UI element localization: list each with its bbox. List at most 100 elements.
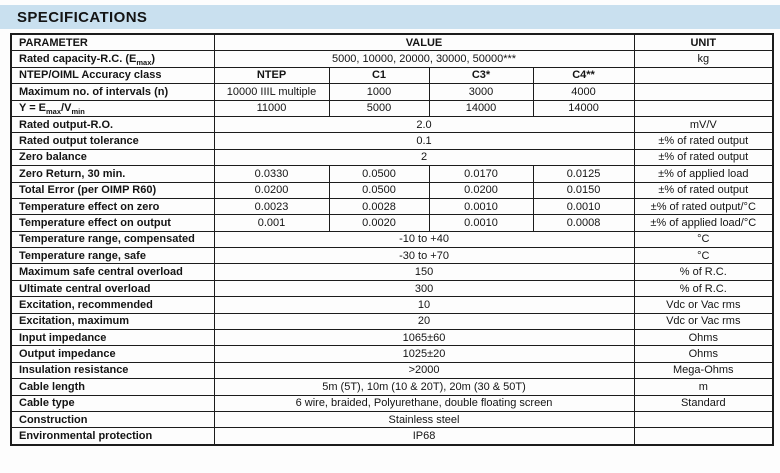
page-title: SPECIFICATIONS: [17, 8, 148, 26]
unit-cell: °C: [633, 247, 774, 265]
table-row: Output impedance 1025±20 Ohms: [10, 345, 774, 363]
table-row: Temperature range, compensated -10 to +40…: [10, 230, 774, 249]
unit-cell: ±% of rated output: [633, 148, 774, 167]
value-cell: 0.0170: [428, 165, 534, 183]
value-cell: 2: [213, 148, 635, 167]
param-cell: Cable type: [10, 394, 215, 412]
table-row: Construction Stainless steel: [10, 410, 774, 429]
value-cell: 20: [213, 312, 635, 331]
unit-cell: [633, 99, 774, 117]
value-cell: 5000: [328, 99, 430, 117]
value-cell: -10 to +40: [213, 230, 635, 249]
param-cell: Cable length: [10, 378, 215, 396]
table-row: Rated output-R.O. 2.0 mV/V: [10, 115, 774, 134]
value-cell: 1000: [328, 83, 430, 101]
table-row: Cable type 6 wire, braided, Polyurethane,…: [10, 394, 774, 412]
value-cell: 0.001: [213, 214, 330, 232]
unit-cell: [633, 410, 774, 429]
param-cell: Temperature effect on zero: [10, 197, 215, 216]
param-cell: Total Error (per OIMP R60): [10, 181, 215, 199]
table-row: NTEP/OIML Accuracy class NTEP C1 C3* C4**: [10, 66, 774, 85]
value-cell: 0.0125: [532, 165, 635, 183]
table-row: Rated capacity-R.C. (Emax) 5000, 10000, 2…: [10, 50, 774, 68]
value-cell: 0.0008: [532, 214, 635, 232]
param-cell: Output impedance: [10, 345, 215, 363]
table-row: Maximum safe central overload 150% of R.C…: [10, 263, 774, 281]
value-cell: 0.0200: [213, 181, 330, 199]
unit-cell: kg: [633, 50, 774, 68]
value-cell: IP68: [213, 427, 635, 446]
unit-cell: Ohms: [633, 329, 774, 347]
unit-cell: ±% of rated output/°C: [633, 197, 774, 216]
param-cell: NTEP/OIML Accuracy class: [10, 66, 215, 85]
table-row: Zero Return, 30 min. 0.0330 0.0500 0.0170 0.…: [10, 165, 774, 183]
table-row: Cable length 5m (5T), 10m (10 & 20T), 20m…: [10, 378, 774, 396]
value-cell: C4**: [532, 66, 635, 85]
value-cell: 1065±60: [213, 329, 635, 347]
value-cell: 11000: [213, 99, 330, 117]
param-cell: Temperature effect on output: [10, 214, 215, 232]
value-cell: 14000: [532, 99, 635, 117]
value-cell: 0.0500: [328, 165, 430, 183]
table-row: Environmental protection IP68: [10, 427, 774, 446]
value-cell: 0.0020: [328, 214, 430, 232]
value-cell: 0.0200: [428, 181, 534, 199]
value-cell: 5000, 10000, 20000, 30000, 50000***: [213, 50, 635, 68]
value-cell: 0.1: [213, 132, 635, 150]
value-cell: C3*: [428, 66, 534, 85]
param-cell: PARAMETER: [10, 33, 215, 52]
param-cell: Maximum no. of intervals (n): [10, 83, 215, 101]
value-cell: 0.0010: [428, 214, 534, 232]
specifications-table-body: PARAMETER VALUE UNIT Rated capacity-R.C. (E…: [10, 33, 774, 446]
param-cell: Maximum safe central overload: [10, 263, 215, 281]
table-row: PARAMETER VALUE UNIT: [10, 33, 774, 52]
table-row: Y = Emax/Vmin 11000 5000 14000 14000: [10, 99, 774, 117]
value-cell: VALUE: [213, 33, 635, 52]
value-cell: 5m (5T), 10m (10 & 20T), 20m (30 & 50T): [213, 378, 635, 396]
unit-cell: ±% of rated output: [633, 132, 774, 150]
value-cell: 0.0150: [532, 181, 635, 199]
unit-cell: % of R.C.: [633, 263, 774, 281]
unit-cell: ±% of rated output: [633, 181, 774, 199]
value-cell: 1025±20: [213, 345, 635, 363]
table-row: Temperature effect on output 0.001 0.0020 0…: [10, 214, 774, 232]
unit-cell: °C: [633, 230, 774, 249]
value-cell: 0.0010: [428, 197, 534, 216]
param-cell: Insulation resistance: [10, 361, 215, 380]
param-cell: Ultimate central overload: [10, 279, 215, 298]
unit-cell: UNIT: [633, 33, 774, 52]
table-row: Excitation, recommended 10 Vdc or Vac rms: [10, 296, 774, 314]
table-row: Zero balance 2 ±% of rated output: [10, 148, 774, 167]
param-cell: Zero Return, 30 min.: [10, 165, 215, 183]
value-cell: 300: [213, 279, 635, 298]
value-cell: 3000: [428, 83, 534, 101]
value-cell: 4000: [532, 83, 635, 101]
table-row: Total Error (per OIMP R60) 0.0200 0.0500 0.…: [10, 181, 774, 199]
param-cell: Rated output-R.O.: [10, 115, 215, 134]
param-cell: Environmental protection: [10, 427, 215, 446]
param-cell: Y = Emax/Vmin: [10, 99, 215, 117]
value-cell: NTEP: [213, 66, 330, 85]
value-cell: 10000 IIIL multiple: [213, 83, 330, 101]
unit-cell: m: [633, 378, 774, 396]
specifications-table: PARAMETER VALUE UNIT Rated capacity-R.C. (E…: [10, 33, 775, 446]
unit-cell: [633, 83, 774, 101]
value-cell: 150: [213, 263, 635, 281]
param-cell: Zero balance: [10, 148, 215, 167]
value-cell: 0.0028: [328, 197, 430, 216]
specifications-header-band: SPECIFICATIONS: [0, 5, 780, 29]
param-cell: Excitation, recommended: [10, 296, 215, 314]
table-row: Temperature effect on zero 0.0023 0.0028 0.…: [10, 197, 774, 216]
value-cell: Stainless steel: [213, 410, 635, 429]
unit-cell: Vdc or Vac rms: [633, 296, 774, 314]
unit-cell: Standard: [633, 394, 774, 412]
param-cell: Construction: [10, 410, 215, 429]
param-cell: Input impedance: [10, 329, 215, 347]
value-cell: >2000: [213, 361, 635, 380]
unit-cell: ±% of applied load/°C: [633, 214, 774, 232]
value-cell: 14000: [428, 99, 534, 117]
table-row: Temperature range, safe -30 to +70 °C: [10, 247, 774, 265]
table-row: Excitation, maximum 20 Vdc or Vac rms: [10, 312, 774, 331]
table-row: Ultimate central overload 300% of R.C.: [10, 279, 774, 298]
param-cell: Rated output tolerance: [10, 132, 215, 150]
